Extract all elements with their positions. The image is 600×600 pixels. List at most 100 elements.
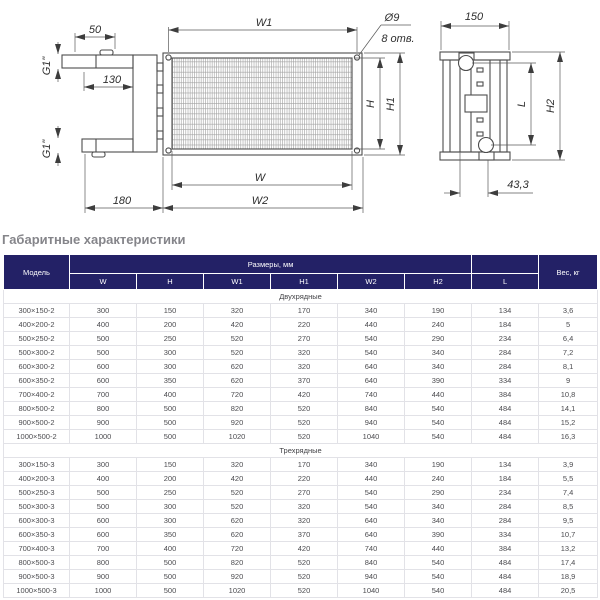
dim-cell: 250: [136, 331, 204, 346]
tube-mark: [476, 67, 484, 73]
dim-cell: 520: [270, 429, 338, 444]
table-row: 800×500-2 800 500 820 520 840 540 484 14,1: [3, 401, 599, 416]
tube-stub: [156, 62, 164, 72]
weight-cell: 10,7: [538, 527, 599, 542]
dim-cell: 300: [136, 499, 204, 514]
tube-mark: [476, 117, 484, 123]
model-cell: 500×300-3: [3, 499, 70, 514]
model-cell: 400×200-2: [3, 317, 70, 332]
dim-cell: 290: [403, 485, 473, 500]
dim-cell: 300: [136, 359, 204, 374]
dim-cell: 500: [69, 485, 137, 500]
dim-cell: 500: [136, 569, 204, 584]
dim-cell: 170: [270, 303, 338, 318]
dim-cell: 500: [136, 401, 204, 416]
dim-cell: 220: [270, 317, 338, 332]
dim-cell: 484: [471, 555, 540, 570]
dim-cell: 540: [403, 555, 473, 570]
weight-cell: 9: [538, 373, 599, 388]
dim-cell: 284: [471, 359, 540, 374]
dim-cell: 134: [471, 303, 540, 318]
dim-cell: 640: [337, 373, 405, 388]
dim-cell: 1040: [337, 429, 405, 444]
dim-cell: 284: [471, 499, 540, 514]
dim-cell: 420: [270, 387, 338, 402]
dim-cell: 620: [203, 527, 271, 542]
dim-cell: 1040: [337, 583, 405, 598]
dim-label-w2: W2: [252, 195, 269, 207]
col-header-w2: W2: [337, 273, 405, 290]
dim-cell: 334: [471, 527, 540, 542]
dim-cell: 520: [203, 331, 271, 346]
dim-cell: 740: [337, 541, 405, 556]
dim-label-43-3: 43,3: [507, 179, 529, 191]
top-flange: [439, 51, 511, 61]
dim-cell: 320: [203, 303, 271, 318]
dimensions-table: Модель Размеры, мм Вес, кг W H W1 H1 W2 H2 L Д…: [3, 254, 599, 598]
dim-cell: 484: [471, 415, 540, 430]
drawing-svg: 50 G1" 130 G1" 180 W1 Ø9 8 отв. H H1 W W…: [41, 11, 565, 213]
dim-cell: 520: [270, 415, 338, 430]
tube-stub: [156, 84, 164, 94]
dim-cell: 370: [270, 527, 338, 542]
table-row: 500×300-2 500 300 520 320 540 340 284 7,2: [3, 345, 599, 360]
dim-label-g1-bottom: G1": [41, 139, 53, 159]
table-row: 700×400-2 700 400 720 420 740 440 384 10,8: [3, 387, 599, 402]
model-cell: 400×200-3: [3, 471, 70, 486]
col-header-empty: [471, 254, 540, 274]
dim-cell: 420: [203, 471, 271, 486]
dim-cell: 234: [471, 331, 540, 346]
dim-cell: 540: [337, 331, 405, 346]
dim-cell: 484: [471, 429, 540, 444]
dim-cell: 270: [270, 331, 338, 346]
weight-cell: 3,6: [538, 303, 599, 318]
model-cell: 300×150-3: [3, 457, 70, 472]
table-row: 700×400-3 700 400 720 420 740 440 384 13,2: [3, 541, 599, 556]
dim-cell: 440: [337, 471, 405, 486]
dim-cell: 340: [403, 345, 473, 360]
model-cell: 900×500-3: [3, 569, 70, 584]
dim-cell: 270: [270, 485, 338, 500]
dim-cell: 640: [337, 359, 405, 374]
dim-cell: 620: [203, 513, 271, 528]
junction-box: [464, 94, 488, 113]
col-header-weight: Вес, кг: [538, 254, 599, 290]
table-row: 400×200-2 400 200 420 220 440 240 184 5: [3, 317, 599, 332]
dim-label-dia9: Ø9: [384, 12, 400, 24]
dim-label-w: W: [255, 172, 267, 184]
dim-cell: 520: [203, 485, 271, 500]
dim-cell: 390: [403, 527, 473, 542]
model-cell: 500×250-3: [3, 485, 70, 500]
table-row: 900×500-3 900 500 920 520 940 540 484 18,9: [3, 569, 599, 584]
model-cell: 800×500-2: [3, 401, 70, 416]
dim-cell: 600: [69, 373, 137, 388]
dim-cell: 340: [337, 457, 405, 472]
table-row: 300×150-2 300 150 320 170 340 190 134 3,6: [3, 303, 599, 318]
dim-cell: 400: [69, 317, 137, 332]
supply-connection: [457, 54, 475, 72]
dim-label-180: 180: [113, 195, 132, 207]
mount-hole: [165, 147, 172, 154]
dim-cell: 320: [270, 499, 338, 514]
dim-cell: 1000: [69, 429, 137, 444]
dim-cell: 920: [203, 415, 271, 430]
dim-cell: 1020: [203, 583, 271, 598]
model-cell: 900×500-2: [3, 415, 70, 430]
pipe-stub-bottom: [478, 151, 495, 161]
table-row: 300×150-3 300 150 320 170 340 190 134 3,9: [3, 457, 599, 472]
section-title: Габаритные характеристики: [2, 232, 186, 247]
dim-cell: 500: [69, 499, 137, 514]
table-row: 600×350-3 600 350 620 370 640 390 334 10,7: [3, 527, 599, 542]
pipe-union-nut: [99, 49, 114, 56]
model-cell: 600×300-3: [3, 513, 70, 528]
dim-cell: 840: [337, 401, 405, 416]
dim-cell: 400: [136, 541, 204, 556]
dim-cell: 440: [403, 387, 473, 402]
dim-cell: 284: [471, 345, 540, 360]
dim-cell: 200: [136, 471, 204, 486]
dim-cell: 134: [471, 457, 540, 472]
group-header-row: Двухрядные: [3, 289, 598, 304]
dim-cell: 900: [69, 415, 137, 430]
tube-stub: [156, 107, 164, 117]
table-row: 500×250-3 500 250 520 270 540 290 234 7,4: [3, 485, 599, 500]
